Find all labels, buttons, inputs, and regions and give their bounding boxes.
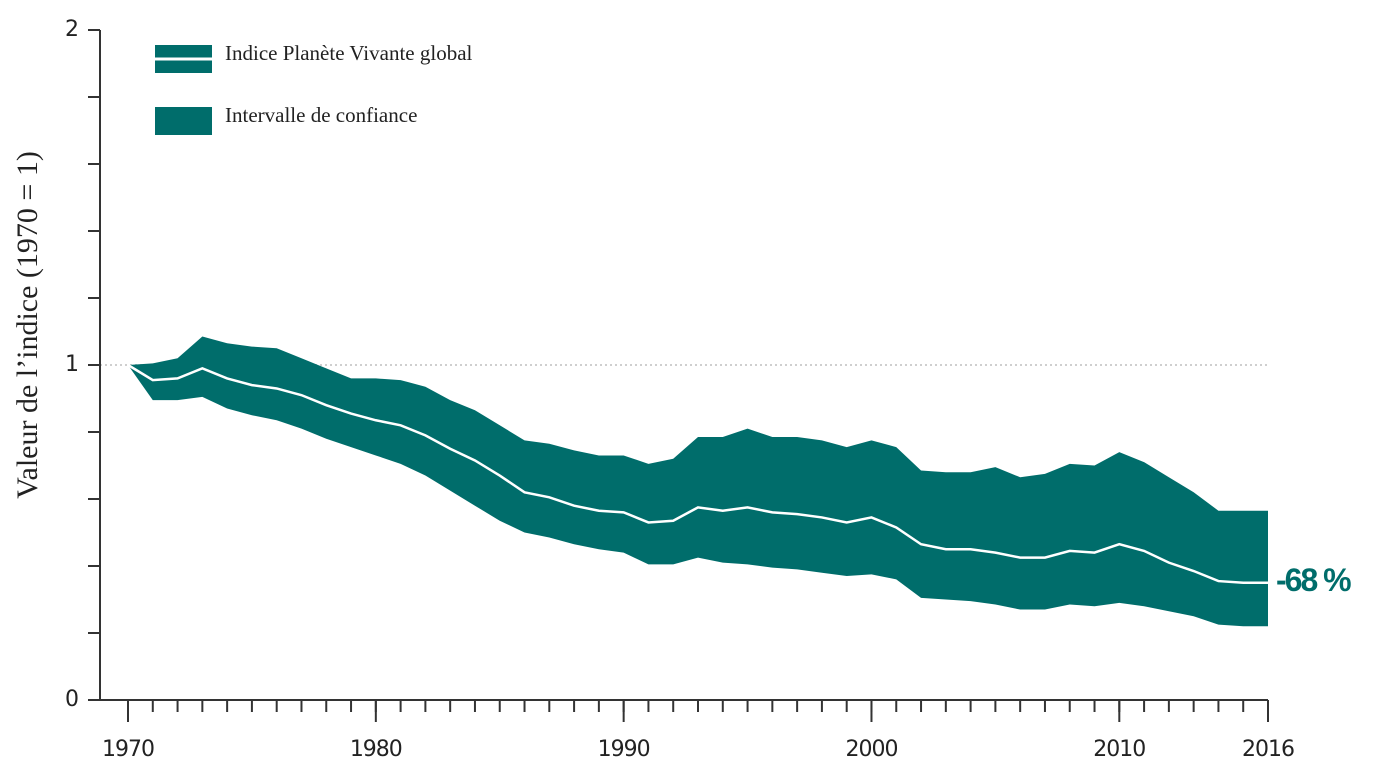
x-tick-label: 1990: [598, 737, 650, 762]
legend-swatch: [155, 107, 212, 135]
y-tick-label: 1: [65, 352, 78, 377]
y-tick-label: 0: [65, 687, 78, 712]
x-tick-label: 1970: [102, 737, 154, 762]
x-tick-label: 1980: [350, 737, 402, 762]
confidence-band: [128, 336, 1268, 627]
x-tick-label: 2016: [1242, 737, 1294, 762]
index-line: [127, 363, 1268, 584]
y-axis-label: Valeur de l’indice (1970 = 1): [11, 151, 44, 499]
y-tick-label: 2: [65, 17, 78, 42]
legend-label: Indice Planète Vivante global: [225, 41, 473, 65]
annotation: -68 %: [1276, 562, 1351, 598]
legend-label: Intervalle de confiance: [225, 103, 417, 127]
x-tick-label: 2010: [1093, 737, 1145, 762]
x-tick-label: 2000: [845, 737, 897, 762]
